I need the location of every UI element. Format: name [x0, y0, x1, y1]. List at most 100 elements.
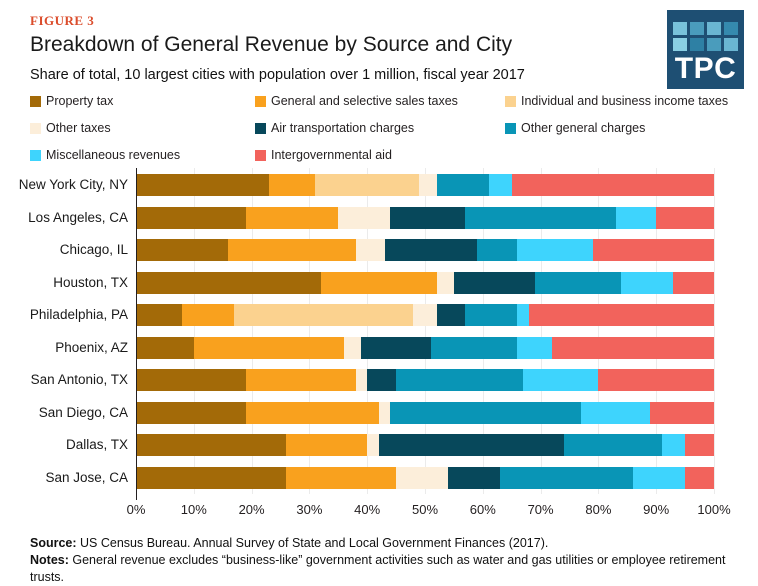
- legend-item: Intergovernmental aid: [255, 148, 505, 162]
- notes-text: General revenue excludes “business-like”…: [30, 553, 726, 584]
- bar-row: [136, 434, 714, 456]
- y-axis-label: Phoenix, AZ: [55, 339, 128, 355]
- bar-segment: [465, 206, 616, 229]
- bar-row: [136, 369, 714, 391]
- bar-segment: [361, 336, 431, 359]
- legend-label: Air transportation charges: [271, 121, 415, 135]
- stacked-bar-chart: New York City, NY Los Angeles, CA Chicago,…: [0, 168, 758, 528]
- bar-segment: [367, 434, 379, 456]
- tpc-logo-square: [690, 38, 704, 51]
- bar-segment: [436, 304, 466, 326]
- bar-segment: [523, 369, 599, 391]
- bar-segment: [552, 336, 714, 359]
- bar-segment: [136, 206, 246, 229]
- tpc-logo-square: [673, 22, 687, 35]
- bar-segment: [511, 174, 714, 196]
- x-tick-label: 30%: [296, 502, 323, 517]
- legend-item: Property tax: [30, 94, 255, 108]
- source-label: Source:: [30, 536, 77, 550]
- y-axis-line: [136, 168, 137, 500]
- legend-swatch: [30, 149, 41, 161]
- bar-segment: [378, 401, 391, 424]
- source-text: US Census Bureau. Annual Survey of State…: [76, 536, 549, 550]
- bar-segment: [355, 369, 368, 391]
- gridline: [656, 168, 658, 494]
- bar-segment: [245, 369, 356, 391]
- legend-item: Other taxes: [30, 121, 255, 135]
- y-axis-label: Los Angeles, CA: [28, 209, 128, 225]
- page-title: Breakdown of General Revenue by Source a…: [30, 33, 513, 56]
- tpc-logo-square: [673, 38, 687, 51]
- bar-segment: [517, 336, 553, 359]
- gridline: [540, 168, 542, 494]
- legend-swatch: [505, 122, 516, 134]
- gridline: [482, 168, 484, 494]
- bar-segment: [615, 206, 657, 229]
- tpc-logo-square: [707, 22, 721, 35]
- bar-row: [136, 304, 714, 326]
- gridline: [367, 168, 369, 494]
- tpc-logo-square: [707, 38, 721, 51]
- tpc-logo: TPC: [667, 10, 744, 89]
- bar-segment: [685, 434, 714, 456]
- bar-row: [136, 174, 714, 196]
- bar-segment: [500, 466, 634, 489]
- bar-segment: [268, 174, 316, 196]
- bar-segment: [315, 174, 420, 196]
- source-line: Source: US Census Bureau. Annual Survey …: [30, 535, 758, 552]
- tpc-logo-square: [724, 38, 738, 51]
- bar-segment: [528, 304, 714, 326]
- bar-segment: [581, 401, 651, 424]
- bar-segment: [286, 434, 368, 456]
- legend-item: Air transportation charges: [255, 121, 505, 135]
- x-tick-label: 80%: [585, 502, 612, 517]
- gridline: [309, 168, 311, 494]
- bar-segment: [367, 369, 397, 391]
- legend-item: General and selective sales taxes: [255, 94, 505, 108]
- bar-row: [136, 206, 714, 229]
- x-tick-label: 50%: [411, 502, 439, 517]
- bar-segment: [430, 336, 518, 359]
- bar-segment: [661, 434, 686, 456]
- bar-segment: [193, 336, 345, 359]
- bar-segment: [621, 271, 674, 294]
- x-tick-label: 10%: [180, 502, 207, 517]
- page-subtitle: Share of total, 10 largest cities with p…: [30, 67, 525, 83]
- x-tick-label: 100%: [697, 502, 731, 517]
- bar-segment: [182, 304, 235, 326]
- legend-swatch: [255, 149, 266, 161]
- bar-segment: [517, 239, 593, 261]
- legend-swatch: [30, 122, 41, 134]
- bar-segment: [396, 466, 449, 489]
- y-axis-label: Chicago, IL: [59, 242, 128, 257]
- bar-segment: [234, 304, 414, 326]
- bar-segment: [136, 401, 246, 424]
- gridline: [251, 168, 253, 494]
- bar-segment: [673, 271, 714, 294]
- bar-segment: [136, 174, 269, 196]
- bar-segment: [245, 401, 379, 424]
- notes-label: Notes:: [30, 553, 69, 567]
- bar-segment: [228, 239, 356, 261]
- bar-segment: [136, 434, 287, 456]
- tpc-logo-text: TPC: [674, 52, 737, 85]
- bar-segment: [136, 304, 183, 326]
- legend-label: Property tax: [46, 94, 114, 108]
- y-axis-label: Philadelphia, PA: [29, 307, 128, 322]
- bar-segment: [136, 271, 321, 294]
- bar-row: [136, 466, 714, 489]
- bar-segment: [633, 466, 686, 489]
- bar-segment: [534, 271, 622, 294]
- bar-segment: [286, 466, 397, 489]
- bar-segment: [517, 304, 529, 326]
- bar-segment: [384, 239, 477, 261]
- bar-segment: [378, 434, 564, 456]
- bar-segment: [592, 239, 714, 261]
- x-tick-label: 60%: [469, 502, 496, 517]
- bar-segment: [436, 174, 489, 196]
- gridline: [598, 168, 600, 494]
- bar-segment: [136, 239, 229, 261]
- x-tick-label: 0%: [126, 502, 146, 517]
- bar-segment: [338, 206, 391, 229]
- bar-segment: [320, 271, 437, 294]
